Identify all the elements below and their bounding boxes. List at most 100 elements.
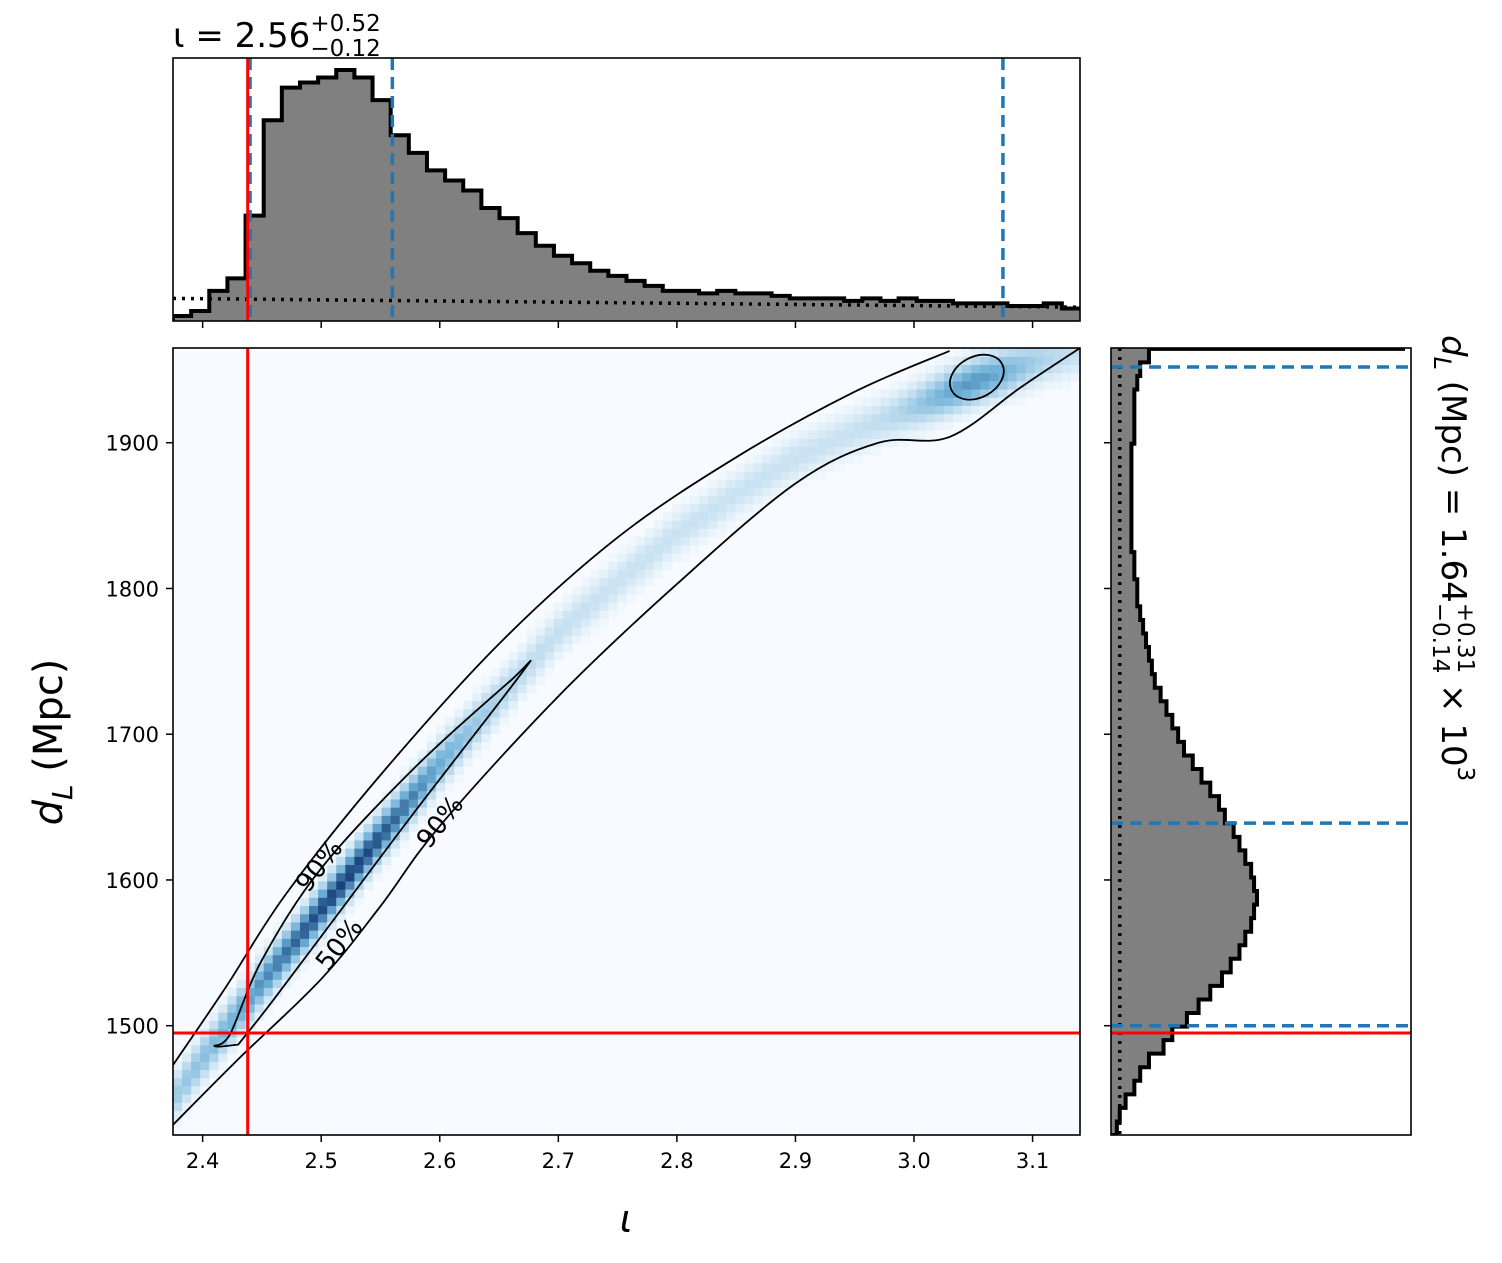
heatmap-cell xyxy=(798,446,809,456)
heatmap-cell xyxy=(943,372,954,382)
heatmap-cell xyxy=(544,651,555,661)
heatmap-cell xyxy=(191,1061,201,1071)
heatmap-cell xyxy=(916,413,927,423)
heatmap-cell xyxy=(535,667,546,677)
heatmap-cell xyxy=(535,634,546,644)
heatmap-cell xyxy=(472,708,482,718)
right-title-sub2: −0.14 xyxy=(1427,603,1453,673)
heatmap-cell xyxy=(889,413,900,423)
heatmap-cell xyxy=(962,372,972,382)
heatmap-cell xyxy=(644,577,655,587)
heatmap-cell xyxy=(699,536,709,546)
heatmap-cell xyxy=(662,552,673,562)
heatmap-cell xyxy=(1016,388,1027,398)
heatmap-cell xyxy=(934,364,945,374)
heatmap-cell xyxy=(327,930,337,939)
heatmap-cell xyxy=(436,741,446,751)
heatmap-cell xyxy=(218,1003,229,1013)
heatmap-cell xyxy=(753,495,764,505)
heatmap-cell xyxy=(1070,364,1080,374)
heatmap-cell xyxy=(309,897,319,907)
heatmap-cell xyxy=(844,413,854,423)
heatmap-cell xyxy=(336,913,346,923)
heatmap-cell xyxy=(1025,372,1036,382)
heatmap-cell xyxy=(708,503,718,513)
heatmap-cell xyxy=(717,528,727,538)
heatmap-cell xyxy=(318,921,328,931)
heatmap-cell xyxy=(354,872,365,882)
heatmap-cell xyxy=(381,864,392,874)
heatmap-cell xyxy=(182,1044,192,1054)
heatmap-cell xyxy=(327,897,337,907)
heatmap-cell xyxy=(862,438,872,447)
heatmap-cell xyxy=(735,479,746,488)
heatmap-cell xyxy=(798,479,809,488)
heatmap-cell xyxy=(299,921,310,931)
heatmap-cell xyxy=(218,1061,229,1071)
heatmap-cell xyxy=(463,716,473,726)
right-title-sup: +0.31 xyxy=(1452,603,1478,673)
heatmap-cell xyxy=(835,429,845,439)
heatmap-cell xyxy=(816,446,827,456)
heatmap-cell xyxy=(581,618,591,628)
heatmap-cell xyxy=(381,798,392,808)
heatmap-cell xyxy=(454,774,464,784)
heatmap-cell xyxy=(680,552,691,562)
heatmap-cell xyxy=(372,872,383,882)
heatmap-cell xyxy=(925,421,936,431)
heatmap-cell xyxy=(708,479,718,488)
heatmap-cell xyxy=(445,741,455,751)
heatmap-cell xyxy=(1016,364,1027,374)
heatmap-cell xyxy=(526,626,537,636)
joint-panel: 90%90%50% 2.4 2.5 2.6 2.7 2.8 2.9 3.0 3.1 15001… xyxy=(26,347,1081,1241)
heatmap-cell xyxy=(553,602,564,611)
heatmap-cell xyxy=(835,413,845,423)
heatmap-cell xyxy=(653,528,664,538)
heatmap-cell xyxy=(345,889,355,898)
heatmap-cell xyxy=(318,938,328,948)
heatmap-cell xyxy=(807,429,818,439)
heatmap-cell xyxy=(581,626,591,636)
heatmap-cell xyxy=(381,831,392,841)
heatmap-cell xyxy=(327,856,337,866)
heatmap-cell xyxy=(553,634,564,644)
heatmap-cell xyxy=(481,733,492,743)
heatmap-cell xyxy=(826,429,836,439)
y-axis-label: dL (Mpc) xyxy=(26,659,79,826)
heatmap-cell xyxy=(544,618,555,628)
heatmap-cell xyxy=(372,823,383,833)
heatmap-cell xyxy=(436,725,446,734)
heatmap-cell xyxy=(499,700,510,710)
heatmap-cell xyxy=(962,380,972,390)
heatmap-cell xyxy=(644,536,655,546)
heatmap-cell xyxy=(363,823,374,833)
heatmap-cell xyxy=(617,544,628,554)
heatmap-cell xyxy=(426,807,437,816)
heatmap-cell xyxy=(372,864,383,874)
heatmap-cell xyxy=(426,790,437,800)
heatmap-cell xyxy=(916,380,927,390)
heatmap-cell xyxy=(417,749,428,759)
heatmap-cell xyxy=(572,618,582,628)
heatmap-cell xyxy=(771,479,782,488)
heatmap-cell xyxy=(699,503,709,513)
heatmap-cell xyxy=(953,397,963,406)
heatmap-cell xyxy=(835,446,845,456)
x-tick-label-7: 3.1 xyxy=(1016,1149,1049,1173)
heatmap-cell xyxy=(989,364,999,374)
heatmap-cell xyxy=(617,569,628,579)
heatmap-cell xyxy=(417,815,428,825)
heatmap-cell xyxy=(989,405,999,415)
heatmap-cell xyxy=(744,495,755,505)
heatmap-cell xyxy=(526,667,537,677)
top-title-sub: −0.12 xyxy=(310,36,380,62)
heatmap-cell xyxy=(789,429,800,439)
heatmap-cell xyxy=(726,479,736,488)
heatmap-cell xyxy=(844,454,854,464)
heatmap-cell xyxy=(953,405,963,415)
heatmap-cell xyxy=(798,462,809,472)
heatmap-cell xyxy=(907,380,918,390)
heatmap-cell xyxy=(318,864,328,874)
heatmap-cell xyxy=(880,438,891,447)
